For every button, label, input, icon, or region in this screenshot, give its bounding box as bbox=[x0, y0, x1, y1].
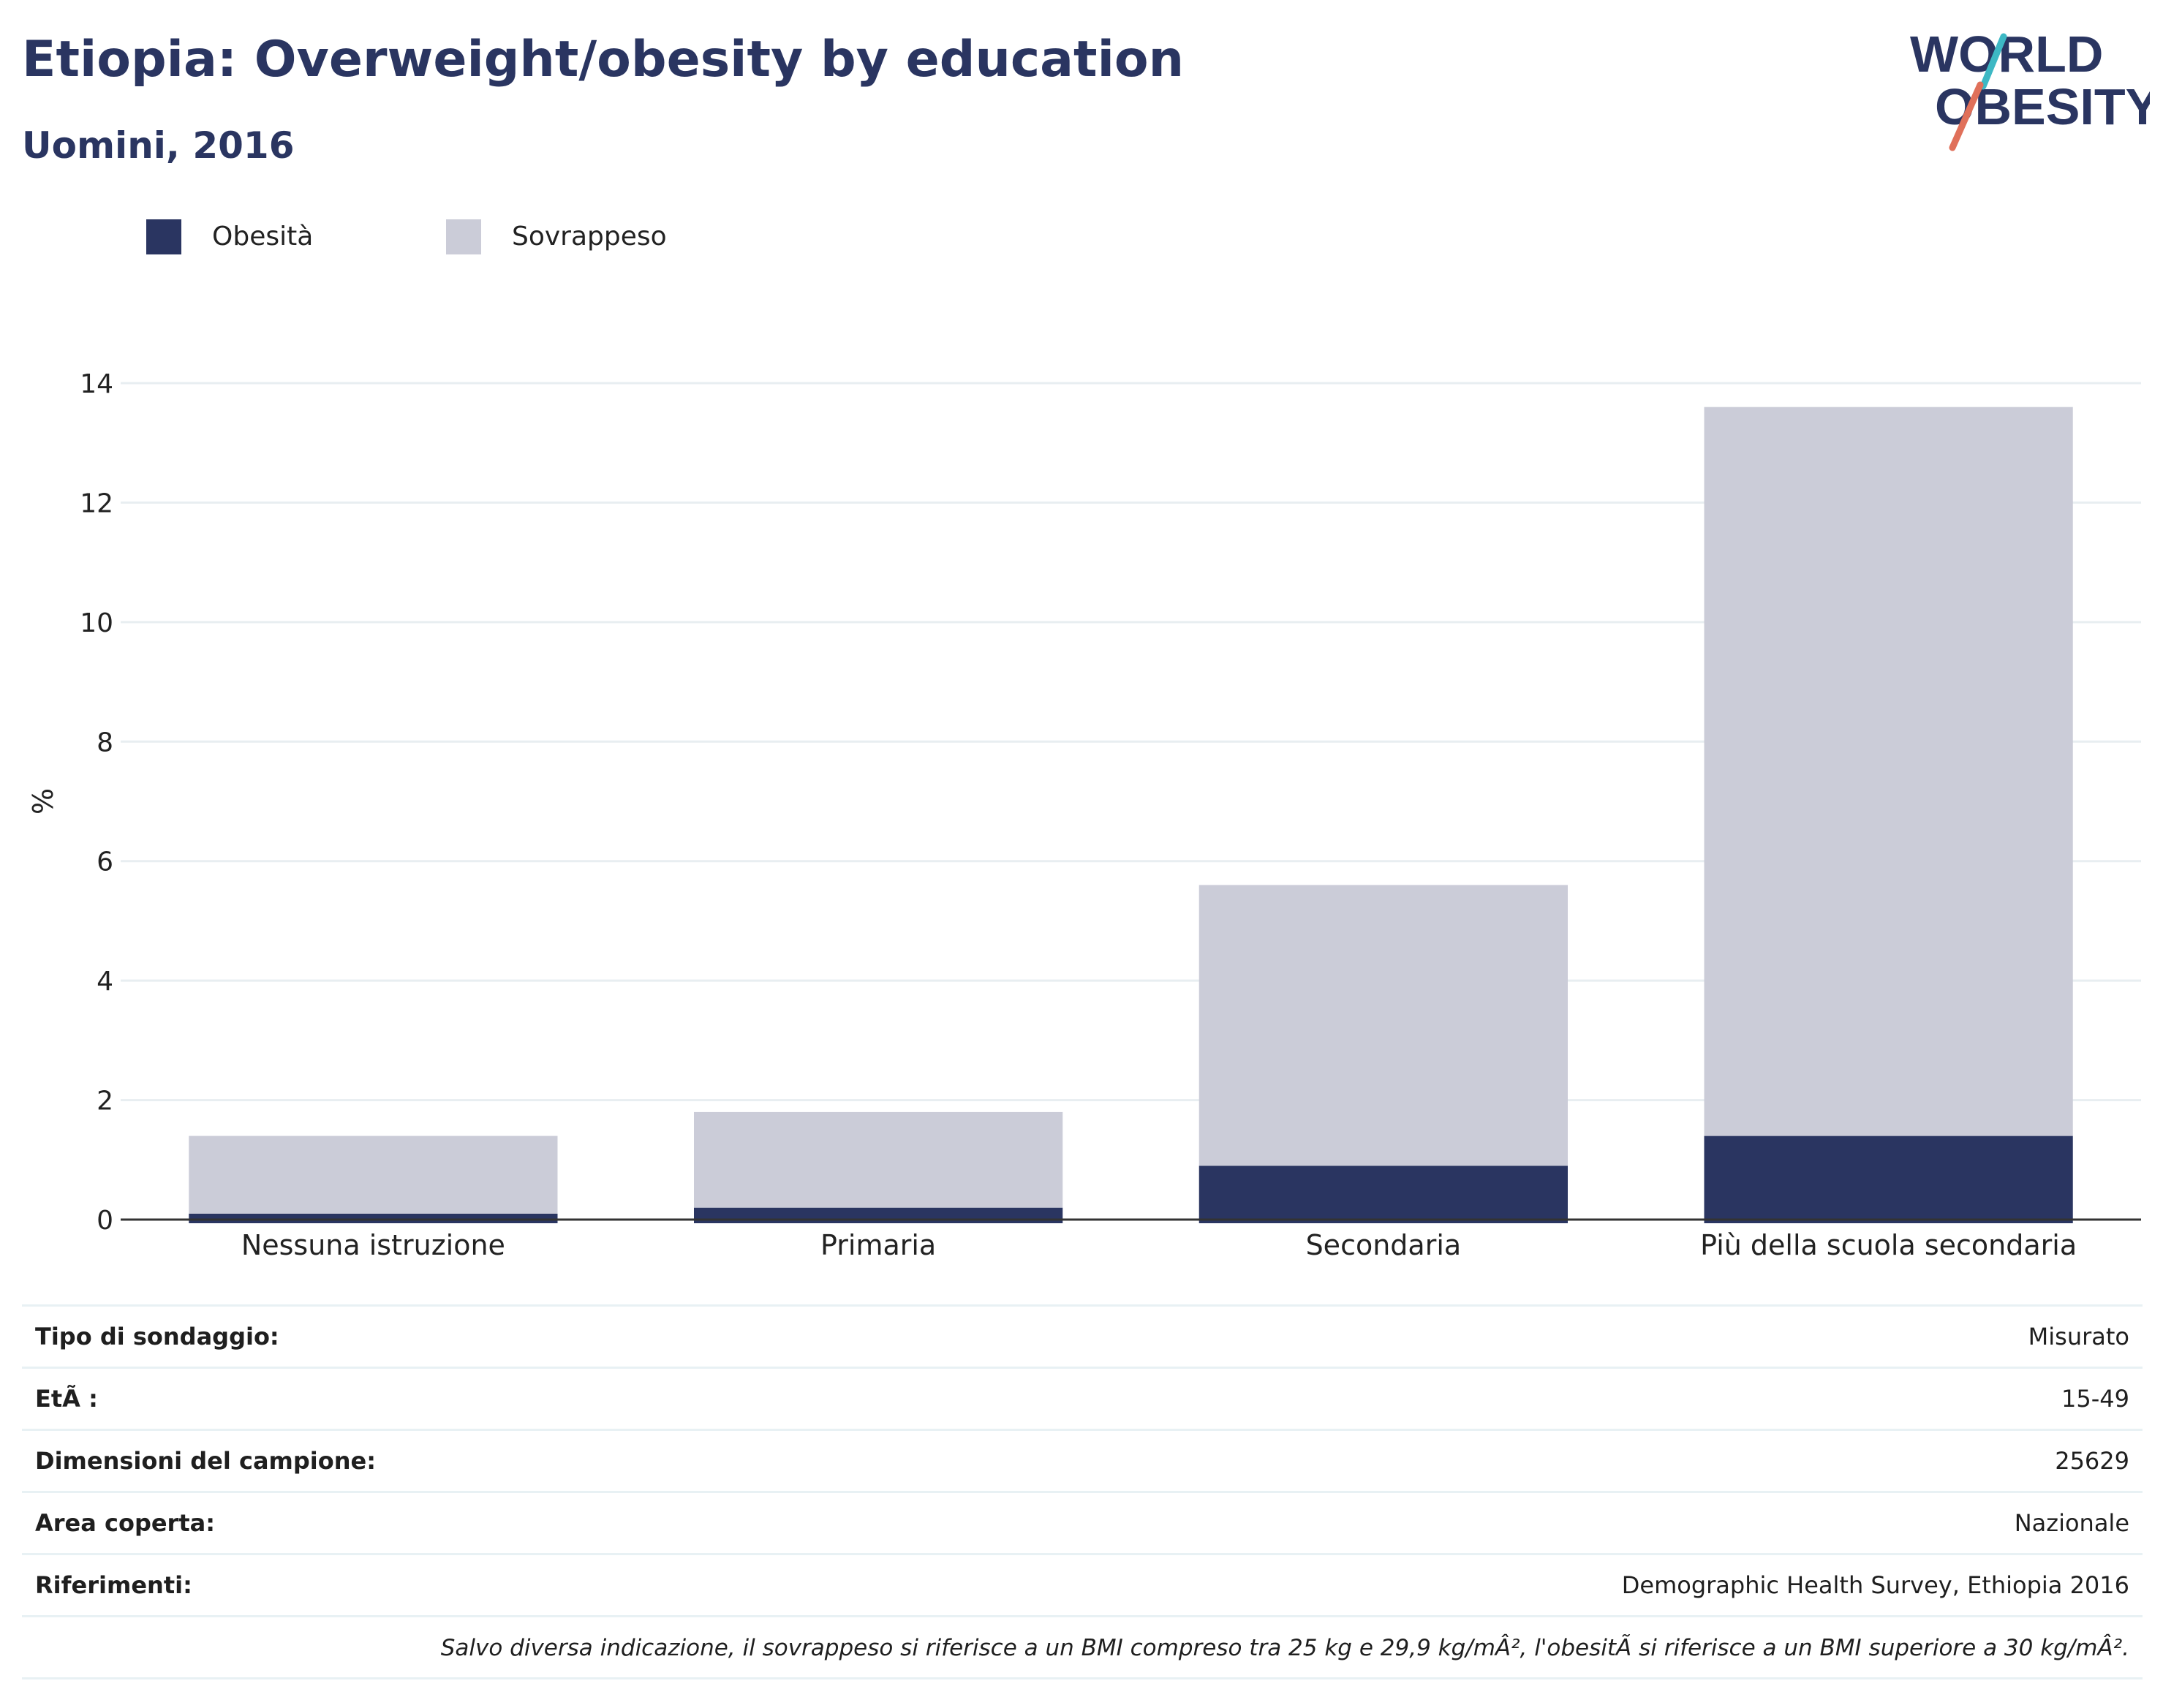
bar-obesita bbox=[189, 1213, 558, 1223]
info-row-area: Area coperta: Nazionale bbox=[22, 1491, 2143, 1553]
x-tick-label: Nessuna istruzione bbox=[241, 1229, 505, 1261]
info-table: Tipo di sondaggio: Misurato EtÃ : 15-49 … bbox=[22, 1304, 2143, 1679]
bar-chart: 0 2 4 6 8 10 12 14% Nessuna istruzione Primaria Se… bbox=[27, 369, 2141, 1261]
info-row-survey-type: Tipo di sondaggio: Misurato bbox=[22, 1304, 2143, 1367]
legend-label-sovrappeso: Sovrappeso bbox=[512, 222, 667, 252]
bar-obesita bbox=[1704, 1135, 2073, 1223]
legend-swatch-sovrappeso bbox=[446, 219, 481, 254]
x-tick-label: Più della scuola secondaria bbox=[1700, 1229, 2077, 1261]
footnote: Salvo diversa indicazione, il sovrappeso… bbox=[440, 1635, 2129, 1661]
footnote-row: Salvo diversa indicazione, il sovrappeso… bbox=[22, 1615, 2143, 1679]
info-value: Nazionale bbox=[2014, 1509, 2129, 1537]
info-key: Dimensioni del campione: bbox=[35, 1447, 377, 1475]
info-key: EtÃ : bbox=[35, 1385, 98, 1413]
chart-subtitle: Uomini, 2016 bbox=[22, 124, 295, 167]
y-tick-label: 8 bbox=[97, 728, 113, 757]
y-tick-label: 10 bbox=[80, 608, 113, 638]
y-tick-label: 2 bbox=[97, 1087, 113, 1116]
info-row-references: Riferimenti: Demographic Health Survey, … bbox=[22, 1553, 2143, 1615]
bar-sovrappeso bbox=[694, 1111, 1063, 1208]
logo-line1: WORLD bbox=[1910, 26, 2103, 83]
x-tick-label: Primaria bbox=[820, 1229, 936, 1261]
y-tick-label: 6 bbox=[97, 847, 113, 877]
y-axis-label: % bbox=[27, 788, 59, 815]
y-tick-label: 4 bbox=[97, 967, 113, 997]
info-value: 25629 bbox=[2055, 1447, 2129, 1475]
info-key: Tipo di sondaggio: bbox=[35, 1323, 279, 1350]
world-obesity-logo: WORLD OBESITY bbox=[1910, 26, 2150, 151]
info-key: Riferimenti: bbox=[35, 1571, 192, 1599]
chart-title: Etiopia: Overweight/obesity by education bbox=[22, 31, 1185, 88]
legend-swatch-obesita bbox=[146, 219, 181, 254]
y-tick-label: 12 bbox=[80, 488, 113, 518]
info-value: 15-49 bbox=[2061, 1385, 2129, 1413]
info-key: Area coperta: bbox=[35, 1509, 216, 1537]
info-value: Demographic Health Survey, Ethiopia 2016 bbox=[1621, 1571, 2129, 1599]
bar-obesita bbox=[1198, 1165, 1568, 1223]
legend-label-obesita: Obesità bbox=[212, 222, 314, 252]
logo-slash-teal bbox=[1979, 33, 2007, 90]
info-row-age: EtÃ : 15-49 bbox=[22, 1367, 2143, 1429]
bar-sovrappeso bbox=[1704, 407, 2073, 1136]
bar-sovrappeso bbox=[189, 1135, 558, 1214]
bar-sovrappeso bbox=[1198, 885, 1568, 1166]
y-tick-label: 0 bbox=[97, 1206, 113, 1236]
logo-slash-coral bbox=[1949, 81, 1984, 151]
x-tick-label: Secondaria bbox=[1306, 1229, 1462, 1261]
bar-obesita bbox=[694, 1207, 1063, 1223]
info-value: Misurato bbox=[2028, 1323, 2129, 1350]
y-tick-label: 14 bbox=[80, 369, 113, 399]
info-row-sample-size: Dimensioni del campione: 25629 bbox=[22, 1429, 2143, 1491]
